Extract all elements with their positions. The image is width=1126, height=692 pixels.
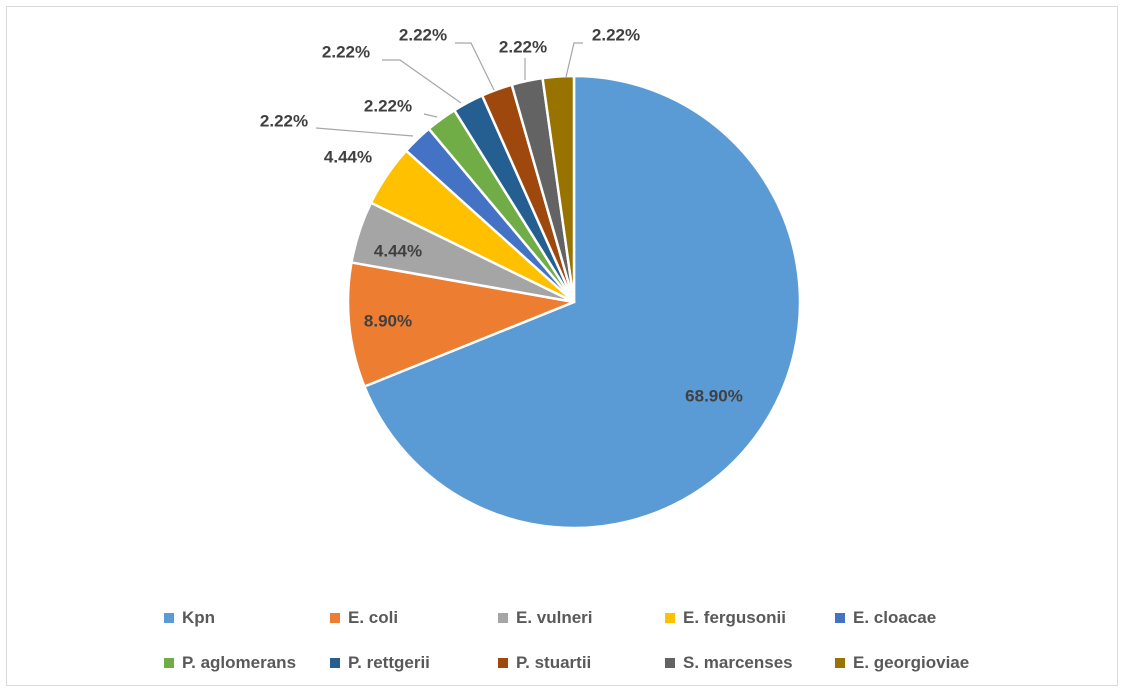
- data-label-p-aglomerans: 2.22%: [364, 96, 412, 115]
- data-label-e-coli: 8.90%: [364, 311, 412, 330]
- data-label-kpn: 68.90%: [685, 386, 743, 405]
- data-label-s-marcenses: 2.22%: [499, 37, 547, 56]
- leader-line-p-aglomerans: [423, 113, 438, 118]
- data-label-e-vulneri: 4.44%: [374, 241, 422, 260]
- data-label-e-cloacae: 2.22%: [260, 111, 308, 130]
- pie-slice-kpn: [363, 74, 802, 530]
- leader-line-e-cloacae: [315, 127, 414, 137]
- data-label-e-georgioviae: 2.22%: [592, 25, 640, 44]
- data-label-p-stuartii: 2.22%: [399, 25, 447, 44]
- leader-line-p-rettgerii: [382, 59, 462, 104]
- pie-slice-e-coli: [346, 261, 576, 388]
- data-label-p-rettgerii: 2.22%: [322, 42, 370, 61]
- leader-line-e-georgioviae: [565, 42, 583, 78]
- pie-slice-e-georgioviae: [541, 74, 576, 304]
- leader-line-p-stuartii: [455, 42, 495, 91]
- data-label-e-fergusonii: 4.44%: [324, 147, 372, 166]
